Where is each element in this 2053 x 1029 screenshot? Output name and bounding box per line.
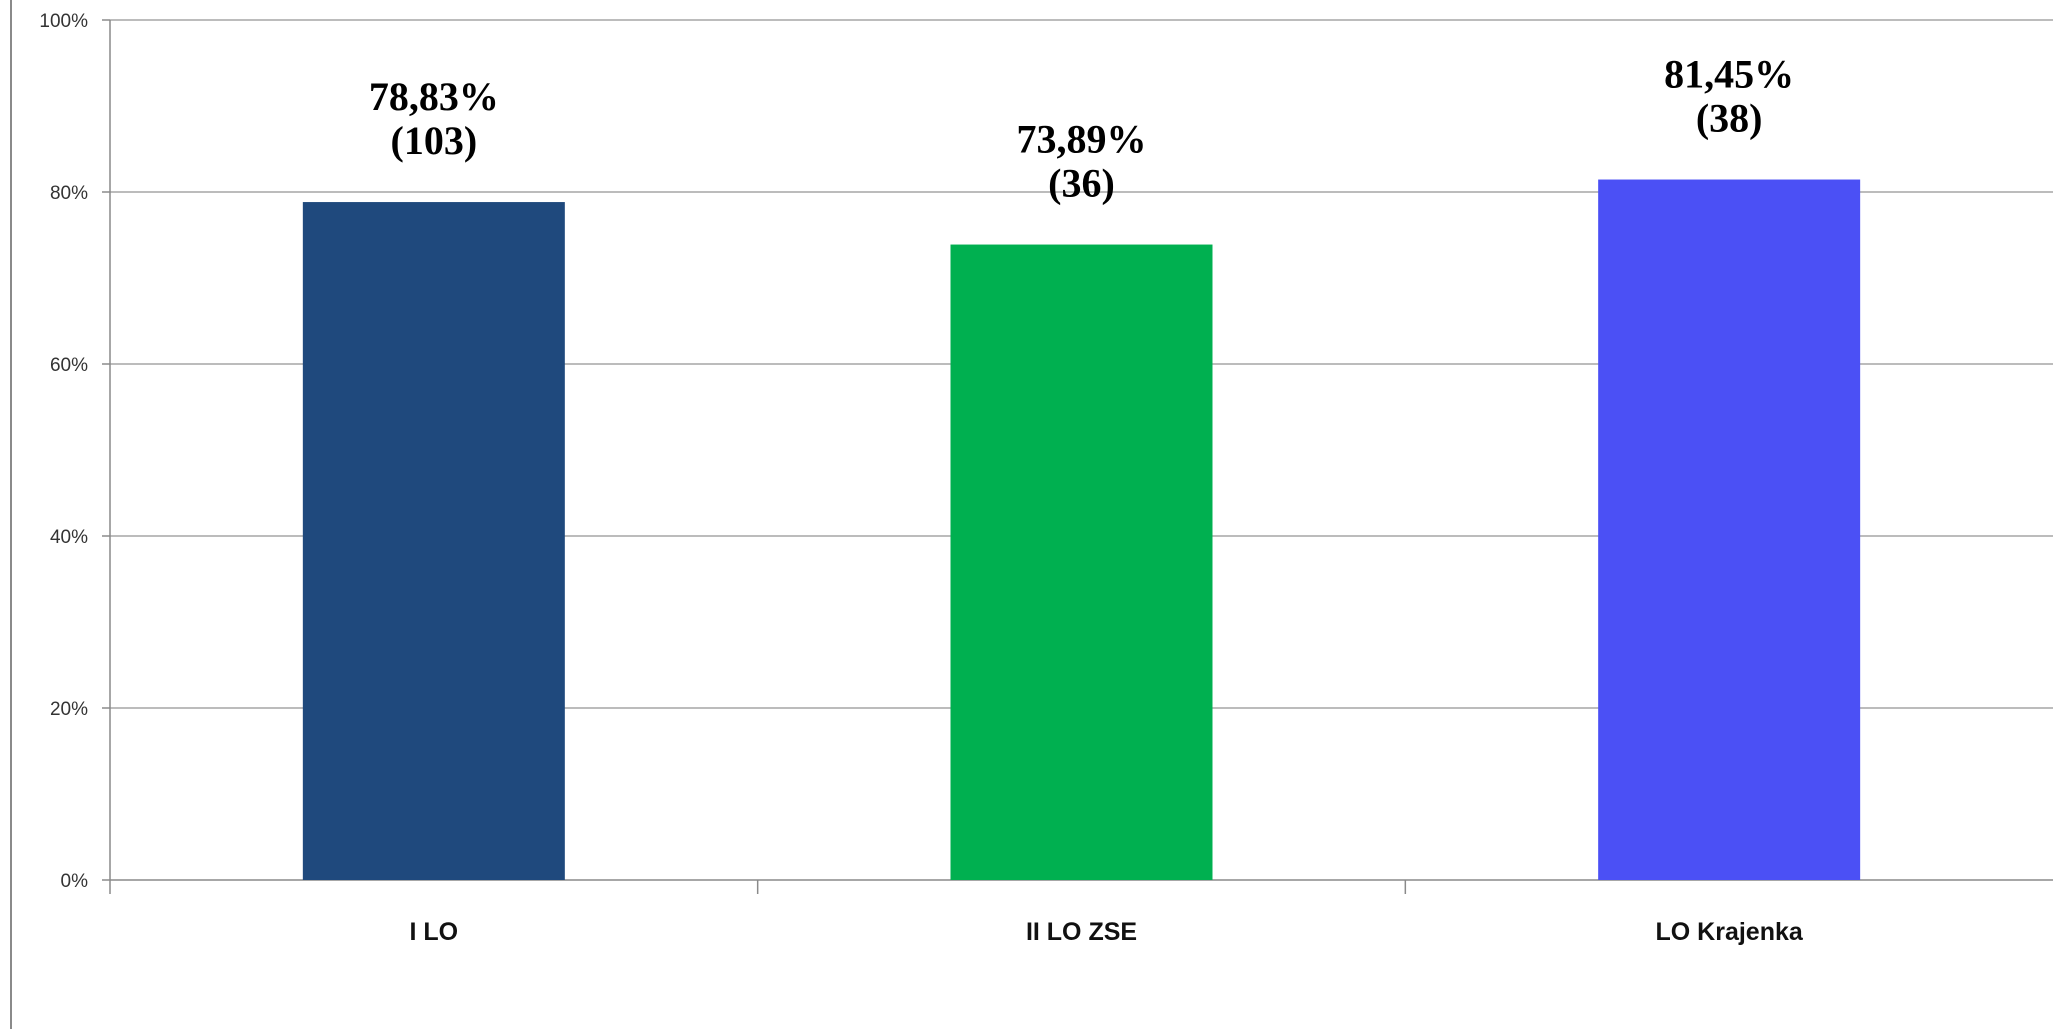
chart-frame [10,0,2053,1029]
data-label-percent: 78,83% [369,74,499,119]
x-category-label: II LO ZSE [1026,918,1137,946]
data-label-count: (36) [1048,161,1115,206]
x-category-label: LO Krajenka [1656,918,1804,946]
y-tick-label: 80% [50,183,88,204]
bar-ii-lo-zse [950,244,1213,880]
y-tick-label: 20% [50,699,88,720]
x-category-label: I LO [410,918,459,946]
bar-i-lo [302,202,565,880]
y-tick-label: 0% [61,871,89,892]
data-label-percent: 81,45% [1664,52,1794,97]
y-tick-label: 60% [50,355,88,376]
y-tick-label: 100% [39,11,88,32]
y-tick-label: 40% [50,527,88,548]
bar-lo-krajenka [1598,179,1861,880]
data-label-percent: 73,89% [1017,117,1147,162]
data-label-count: (38) [1696,96,1763,141]
data-label-count: (103) [391,118,478,163]
